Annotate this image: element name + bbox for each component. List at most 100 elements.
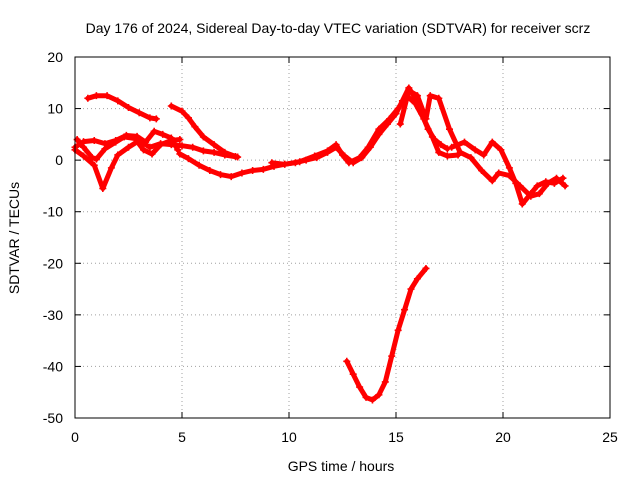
data-point	[146, 143, 154, 151]
data-point	[206, 166, 214, 174]
data-point	[268, 159, 276, 167]
data-point	[488, 177, 496, 185]
data-point	[394, 105, 402, 113]
x-tick-label: 0	[71, 429, 79, 445]
series-trace	[168, 103, 238, 159]
data-point	[176, 150, 184, 158]
y-tick-label: -30	[43, 307, 63, 323]
data-point	[443, 152, 451, 160]
data-point	[381, 378, 389, 386]
data-point	[152, 115, 160, 123]
data-point	[84, 94, 92, 102]
data-point	[362, 393, 370, 401]
data-point	[460, 138, 468, 146]
data-point	[217, 171, 225, 179]
data-point	[120, 133, 128, 141]
data-point	[148, 150, 156, 158]
data-point	[435, 148, 443, 156]
y-tick-label: 0	[55, 152, 63, 168]
data-point	[345, 159, 353, 167]
data-point	[401, 306, 409, 314]
data-point	[195, 161, 203, 169]
grid-lines	[75, 57, 610, 418]
data-point	[139, 146, 147, 154]
data-point	[210, 148, 218, 156]
data-point	[296, 158, 304, 166]
data-point	[396, 120, 404, 128]
data-point	[311, 152, 319, 160]
series-arc-j	[343, 264, 430, 404]
data-point	[426, 92, 434, 100]
data-point	[103, 92, 111, 100]
series-arc-e	[167, 102, 239, 161]
data-point	[478, 166, 486, 174]
data-point	[107, 164, 115, 172]
data-point	[131, 134, 139, 142]
data-point	[422, 115, 430, 123]
x-axis-label: GPS time / hours	[288, 458, 395, 474]
data-point	[375, 391, 383, 399]
data-point	[150, 127, 158, 135]
data-point	[90, 161, 98, 169]
data-point	[99, 185, 107, 193]
data-point	[157, 141, 165, 149]
x-tick-label: 20	[495, 429, 511, 445]
data-point	[167, 102, 175, 110]
x-tick-label: 15	[388, 429, 404, 445]
data-point	[101, 145, 109, 153]
series-trace	[344, 265, 429, 403]
data-point	[495, 169, 503, 177]
plot-frame	[74, 56, 611, 419]
data-point	[488, 138, 496, 146]
data-points	[71, 84, 569, 404]
y-tick-label: -10	[43, 204, 63, 220]
data-point	[238, 169, 246, 177]
data-point	[356, 383, 364, 391]
data-point	[407, 285, 415, 293]
data-point	[167, 137, 175, 145]
data-point	[518, 200, 526, 208]
data-point	[92, 92, 100, 100]
y-tick-label: 20	[47, 49, 63, 65]
data-point	[368, 396, 376, 404]
series-trace	[397, 88, 568, 199]
data-point	[435, 94, 443, 102]
data-point	[422, 264, 430, 272]
data-point	[221, 148, 229, 156]
data-point	[80, 152, 88, 160]
data-point	[191, 123, 199, 131]
data-point	[497, 146, 505, 154]
data-point	[480, 151, 488, 159]
data-point	[527, 190, 535, 198]
data-point	[559, 174, 567, 182]
data-point	[125, 143, 132, 151]
y-tick-label: -40	[43, 358, 63, 374]
x-tick-label: 10	[281, 429, 297, 445]
series-arc-b	[84, 92, 160, 123]
data-point	[471, 146, 479, 154]
data-point	[446, 125, 453, 133]
y-tick-label: 10	[47, 101, 63, 117]
data-point	[467, 154, 475, 162]
data-point	[561, 182, 569, 190]
data-point	[178, 142, 186, 150]
data-point	[542, 178, 550, 186]
data-point	[364, 143, 372, 151]
data-point	[114, 151, 122, 159]
data-point	[386, 115, 394, 123]
data-point	[184, 114, 192, 122]
data-point	[456, 148, 464, 156]
data-point	[92, 155, 100, 163]
series-arc-d	[73, 133, 184, 163]
data-point	[512, 179, 520, 187]
data-point	[112, 138, 120, 146]
data-point	[227, 173, 235, 181]
data-point	[437, 141, 445, 149]
data-point	[249, 166, 257, 174]
x-tick-label: 25	[602, 429, 618, 445]
series-arc-i	[448, 138, 567, 208]
data-point	[184, 155, 192, 163]
series-trace	[85, 93, 159, 122]
data-point	[125, 104, 132, 112]
